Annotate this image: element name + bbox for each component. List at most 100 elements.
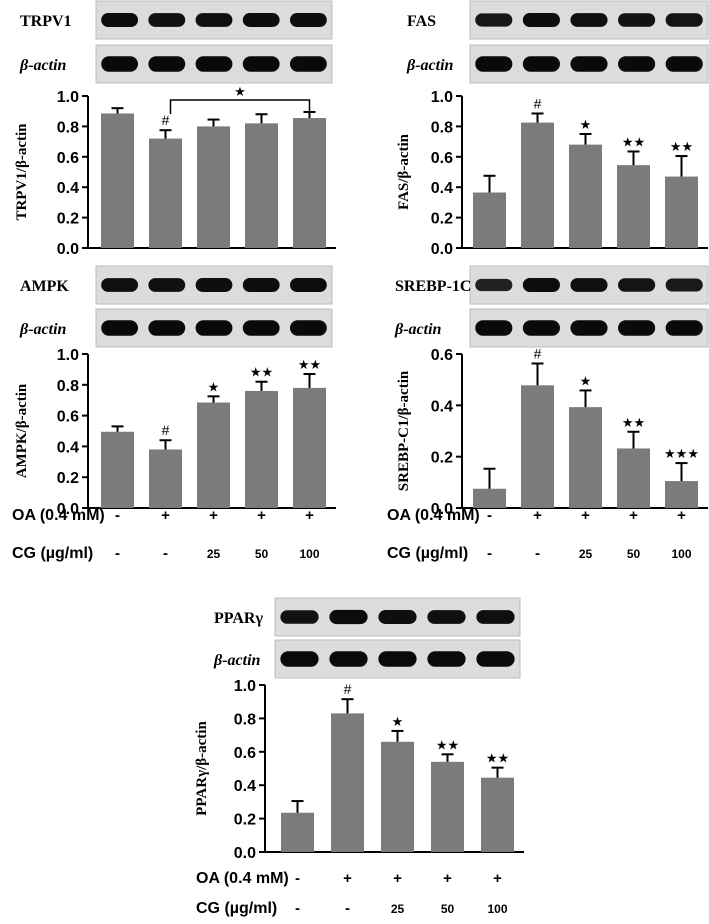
- target-blot-band: [280, 610, 319, 624]
- target-blot-band: [522, 277, 560, 293]
- bar: [293, 118, 326, 248]
- bar: [569, 144, 602, 248]
- y-tick-label: 0.2: [431, 211, 453, 228]
- target-blot-band: [570, 278, 608, 292]
- beta-actin-blot-band: [101, 320, 139, 336]
- blot-label-target: TRPV1: [20, 13, 72, 30]
- panel-ppar-: PPARγ β-actin 0.0 0.2 0.4 0.6 0.8 1.0 PPARγ/β-ac…: [194, 597, 524, 917]
- significance-stars: ★: [580, 373, 592, 388]
- oa-sign: +: [533, 507, 542, 524]
- y-axis-label: TRPV1/β-actin: [14, 123, 30, 221]
- beta-actin-blot: [95, 308, 333, 348]
- target-blot: [274, 597, 521, 637]
- oa-sign: +: [493, 870, 502, 887]
- bar: [473, 192, 506, 248]
- target-blot: [95, 0, 333, 40]
- bar: [149, 138, 182, 248]
- bar: [617, 165, 650, 248]
- beta-actin-blot: [469, 44, 709, 84]
- cg-value: 25: [579, 547, 593, 561]
- beta-actin-blot-band: [522, 320, 560, 336]
- oa-sign: +: [343, 870, 352, 887]
- cg-value: 100: [299, 547, 319, 561]
- bar: [381, 741, 414, 852]
- y-tick-label: 0.4: [57, 180, 79, 197]
- bar: [473, 488, 506, 508]
- beta-actin-blot-band: [618, 320, 656, 336]
- y-tick-label: 0.8: [234, 711, 256, 728]
- cg-label: CG (µg/ml): [387, 545, 468, 562]
- y-tick-label: 0.8: [431, 119, 453, 136]
- target-blot-band: [242, 277, 280, 293]
- bar: [101, 113, 134, 248]
- beta-actin-blot: [95, 44, 333, 84]
- blot-label-target: FAS: [407, 13, 436, 30]
- bar: [665, 176, 698, 248]
- oa-sign: +: [161, 507, 170, 524]
- y-tick-label: 0.4: [431, 180, 453, 197]
- beta-actin-blot-band: [242, 56, 280, 72]
- blot-label-target: PPARγ: [214, 610, 263, 627]
- bar: [281, 812, 314, 852]
- y-tick-label: 1.0: [57, 347, 79, 364]
- oa-sign: +: [677, 507, 686, 524]
- cg-value: -: [535, 545, 540, 562]
- target-blot-band: [475, 13, 513, 27]
- target-blot-band: [101, 278, 139, 292]
- beta-actin-blot-band: [475, 56, 513, 72]
- y-tick-label: 0.2: [431, 450, 453, 467]
- target-blot-band: [195, 278, 233, 292]
- cg-value: -: [487, 545, 492, 562]
- bracket-star: ★: [234, 84, 246, 99]
- target-blot: [469, 265, 709, 305]
- cg-value: -: [295, 900, 300, 917]
- target-blot-band: [289, 277, 327, 293]
- y-axis-label: SREBP-C1/β-actin: [396, 370, 412, 491]
- panel-fas: FAS β-actin 0.0 0.2 0.4 0.6 0.8 1.0 FAS/β-actin #…: [396, 0, 709, 258]
- beta-actin-blot-band: [101, 56, 139, 72]
- target-blot-band: [427, 610, 466, 624]
- cg-value: 25: [207, 547, 221, 561]
- bar: [431, 761, 464, 852]
- target-blot-band: [618, 278, 656, 292]
- y-tick-label: 0.6: [57, 409, 79, 426]
- significance-hash: #: [534, 95, 542, 111]
- beta-actin-blot-band: [195, 56, 233, 72]
- bar: [521, 385, 554, 508]
- blot-label-actin: β-actin: [394, 321, 442, 338]
- y-tick-label: 0.8: [57, 119, 79, 136]
- significance-bracket: [169, 99, 311, 114]
- cg-value: -: [115, 545, 120, 562]
- target-blot-band: [289, 12, 327, 28]
- target-blot-band: [242, 13, 280, 27]
- blot-label-actin: β-actin: [19, 57, 67, 74]
- beta-actin-blot-band: [618, 56, 656, 72]
- significance-stars: ★★: [670, 139, 693, 154]
- bar: [245, 390, 278, 508]
- oa-sign: +: [629, 507, 638, 524]
- target-blot-band: [665, 13, 703, 27]
- significance-stars: ★★★: [664, 446, 699, 461]
- y-tick-label: 0.0: [57, 501, 79, 518]
- y-tick-label: 1.0: [234, 678, 256, 695]
- blot-label-actin: β-actin: [406, 57, 454, 74]
- cg-value: 50: [627, 547, 641, 561]
- beta-actin-blot-band: [522, 56, 560, 72]
- cg-value: -: [163, 545, 168, 562]
- beta-actin-blot-band: [195, 320, 233, 336]
- oa-sign: +: [393, 870, 402, 887]
- bar: [197, 126, 230, 248]
- target-blot-band: [329, 609, 368, 625]
- bar: [293, 387, 326, 508]
- cg-value: 25: [391, 902, 405, 916]
- y-tick-label: 0.6: [234, 745, 256, 762]
- oa-sign: -: [295, 870, 300, 887]
- y-tick-label: 0.0: [431, 241, 453, 258]
- significance-stars: ★★: [622, 415, 645, 430]
- bar: [331, 713, 364, 852]
- oa-sign: -: [487, 507, 492, 524]
- beta-actin-blot-band: [476, 651, 515, 667]
- blot-label-actin: β-actin: [19, 321, 67, 338]
- target-blot-band: [148, 13, 186, 27]
